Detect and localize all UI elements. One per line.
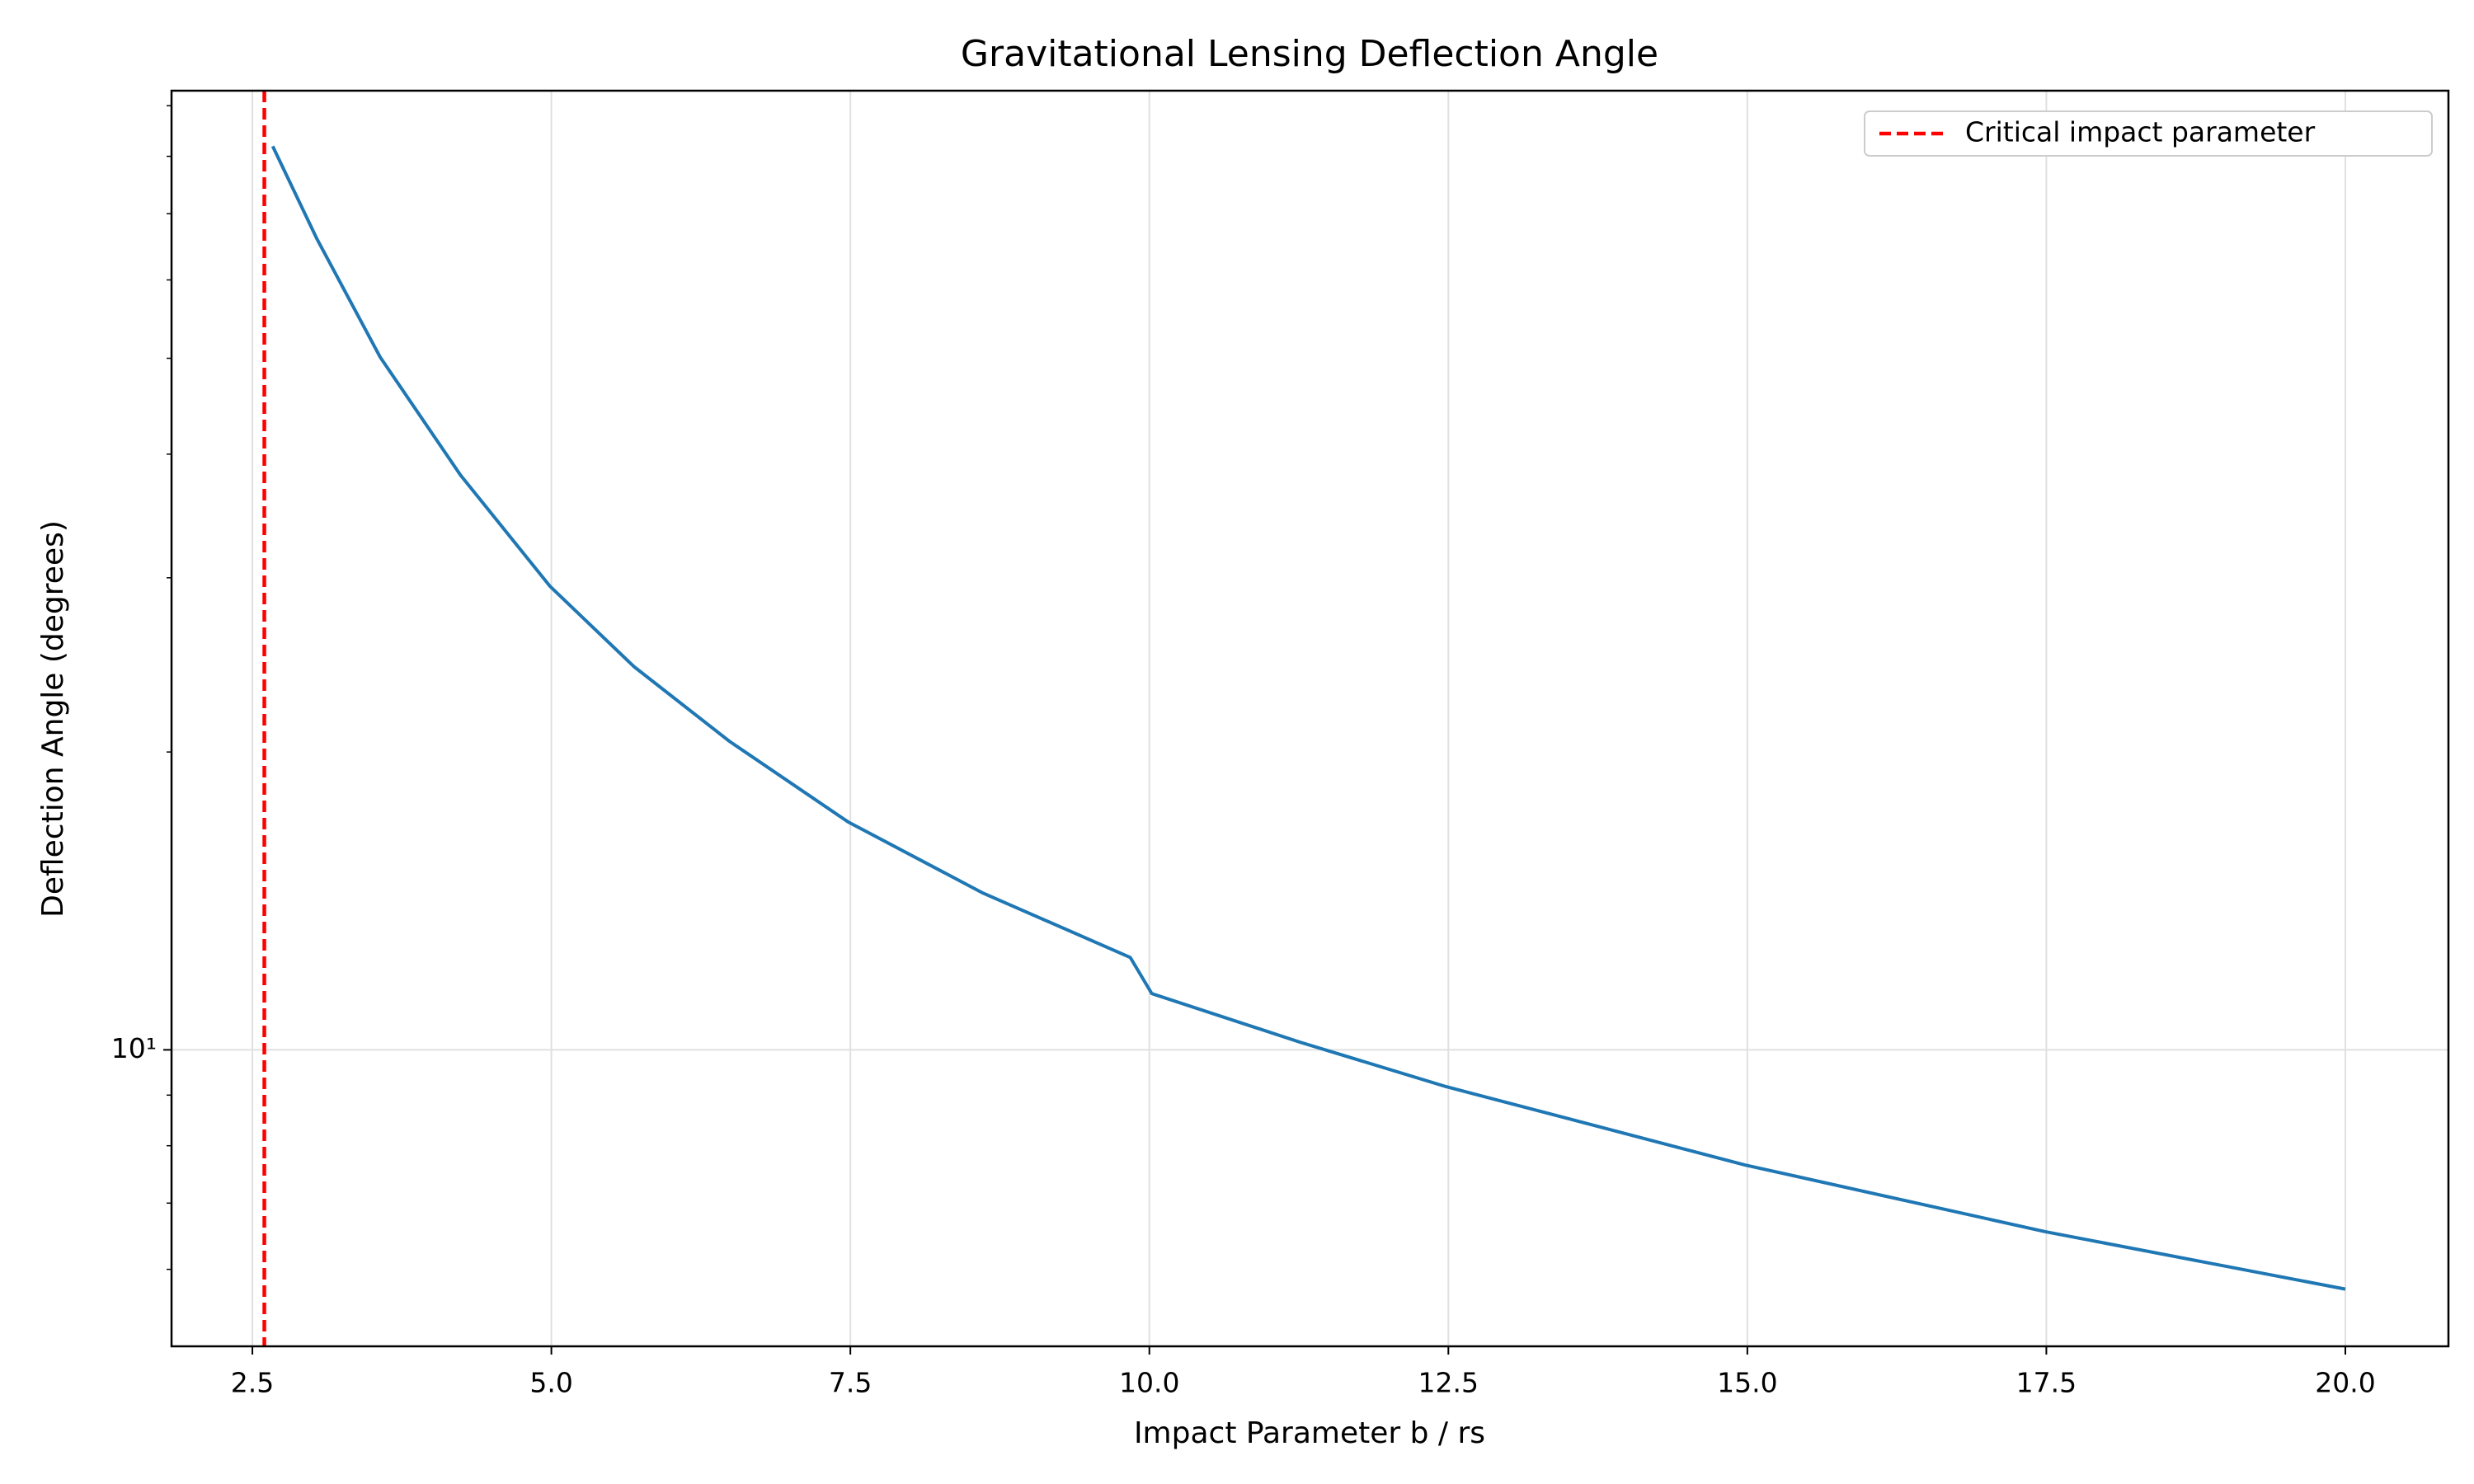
y-tick-label: 10¹	[111, 1032, 157, 1064]
plot-frame	[170, 89, 2450, 1348]
legend: Critical impact parameter	[1864, 110, 2433, 157]
legend-box	[1864, 110, 2433, 157]
legend-label: Critical impact parameter	[1965, 116, 2316, 148]
x-tick-label: 10.0	[1119, 1367, 1179, 1399]
x-tick-label: 12.5	[1418, 1367, 1479, 1399]
x-axis-label: Impact Parameter b / rs	[1134, 1416, 1485, 1450]
x-tick-label: 17.5	[2016, 1367, 2077, 1399]
x-tick-label: 7.5	[829, 1367, 872, 1399]
x-tick-label: 5.0	[529, 1367, 572, 1399]
y-axis-label: Deflection Angle (degrees)	[36, 520, 70, 918]
chart-title: Gravitational Lensing Deflection Angle	[961, 33, 1658, 75]
x-tick-label: 20.0	[2315, 1367, 2375, 1399]
x-tick-label: 15.0	[1717, 1367, 1777, 1399]
data-line	[270, 145, 2346, 1291]
x-tick-label: 2.5	[231, 1367, 274, 1399]
